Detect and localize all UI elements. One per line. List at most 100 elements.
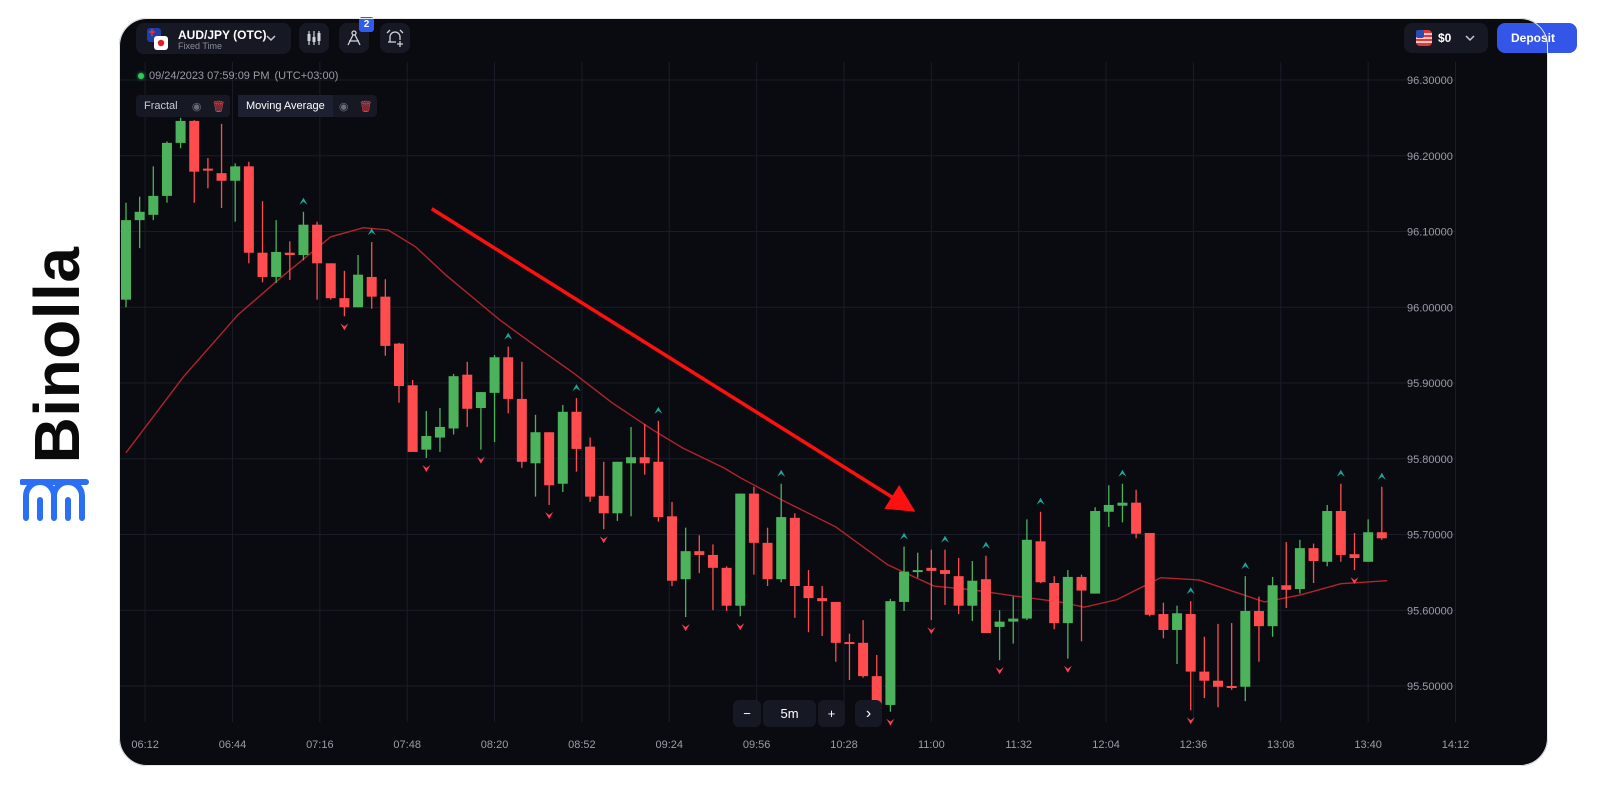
candle-bullish	[1267, 585, 1278, 627]
candle-bearish	[1144, 532, 1155, 615]
timeframe-selector[interactable]: 5m	[763, 700, 816, 727]
price-tick-label: 96.30000	[1407, 75, 1453, 87]
candle-bearish	[202, 168, 213, 171]
candle-bullish	[1008, 618, 1019, 622]
candle-bullish	[298, 224, 309, 255]
fractal-up-arrow-icon	[367, 228, 376, 236]
candle-bullish	[626, 457, 637, 464]
fractal-up-arrow-icon	[1036, 497, 1045, 505]
fractal-up-arrow-icon	[654, 406, 663, 414]
candles-icon	[307, 31, 321, 45]
candle-bullish	[175, 120, 186, 143]
scroll-to-latest-button[interactable]: ›	[855, 700, 882, 727]
timezone-text: (UTC+03:00)	[274, 70, 339, 82]
candle-bullish	[1090, 511, 1101, 594]
candle-bullish	[1294, 548, 1305, 590]
asset-selector[interactable]: AUD/JPY (OTC) Fixed Time	[136, 23, 291, 54]
eye-icon[interactable]: ◉	[338, 100, 349, 113]
candle-bullish	[134, 211, 145, 221]
chevron-down-icon	[266, 35, 276, 42]
time-tick-label: 11:32	[1005, 739, 1032, 751]
trash-icon[interactable]: 🗑︎	[358, 100, 373, 113]
time-tick-label: 14:12	[1442, 739, 1470, 751]
candle-bearish	[1035, 541, 1046, 583]
brand-logo-icon	[20, 479, 89, 521]
price-tick-label: 95.60000	[1407, 605, 1453, 617]
candle-bearish	[980, 579, 991, 633]
trash-icon[interactable]: 🗑︎	[211, 100, 226, 113]
candle-bearish	[394, 343, 404, 387]
indicator-chip-moving-average[interactable]: Moving Average ◉ 🗑︎	[238, 95, 377, 117]
zoom-out-button[interactable]: −	[733, 700, 761, 727]
price-alert-button[interactable]	[380, 23, 410, 53]
candle-bearish	[503, 357, 514, 399]
candle-bearish	[585, 446, 596, 497]
price-axis[interactable]: 96.30000 96.20000 96.10000 96.00000 95.90000…	[1407, 75, 1453, 693]
fractal-up-arrow-icon	[299, 197, 308, 205]
candle-bullish	[899, 571, 910, 602]
candle-bullish	[1240, 611, 1251, 687]
candle-bullish	[885, 601, 896, 705]
eye-icon[interactable]: ◉	[191, 100, 202, 113]
candle-bearish	[667, 516, 677, 581]
candle-bearish	[325, 263, 336, 299]
candle-bullish	[475, 392, 486, 408]
candle-bullish	[421, 436, 432, 450]
candle-bearish	[571, 411, 582, 449]
chart-type-button[interactable]	[299, 23, 329, 53]
alarm-add-icon	[386, 29, 404, 47]
candle-bullish	[1322, 511, 1333, 562]
candle-bearish	[1281, 585, 1292, 590]
price-tick-label: 95.70000	[1407, 530, 1453, 542]
candle-bearish	[803, 586, 814, 599]
candle-bullish	[735, 493, 746, 606]
aud-jpy-flag-icon	[147, 28, 168, 50]
time-tick-label: 08:52	[568, 739, 596, 751]
candle-bullish	[353, 274, 364, 308]
deposit-button[interactable]: Deposit	[1497, 23, 1577, 53]
candle-bearish	[1185, 614, 1196, 672]
candle-bearish	[817, 598, 828, 602]
time-tick-label: 09:56	[743, 739, 771, 751]
candle-bearish	[366, 276, 377, 297]
fractal-down-arrow-icon	[1063, 665, 1072, 673]
candle-bearish	[380, 296, 391, 346]
time-tick-label: 09:24	[656, 739, 684, 751]
candle-bearish	[516, 398, 527, 462]
candle-bearish	[216, 173, 227, 181]
balance-selector[interactable]: $0	[1404, 23, 1488, 53]
candle-bearish	[762, 542, 773, 580]
time-tick-label: 10:28	[830, 739, 858, 751]
candle-bearish	[1376, 532, 1387, 539]
candle-bearish	[284, 252, 295, 255]
fractal-up-arrow-icon	[504, 332, 513, 340]
candle-bearish	[858, 642, 869, 677]
candle-bearish	[721, 567, 732, 606]
fractal-down-arrow-icon	[340, 323, 349, 331]
fractal-up-arrow-icon	[981, 541, 990, 549]
candle-bearish	[1131, 502, 1142, 534]
candle-bearish	[844, 642, 855, 645]
fractal-down-arrow-icon	[681, 624, 690, 632]
indicator-chip-fractal[interactable]: Fractal ◉ 🗑︎	[136, 95, 230, 117]
candle-bearish	[189, 120, 200, 172]
candle-bullish	[148, 195, 159, 215]
time-axis[interactable]: 06:12 06:44 07:16 07:48 08:20 08:52 09:24 09:56…	[131, 739, 1469, 751]
indicator-label: Fractal	[144, 100, 178, 112]
time-tick-label: 06:12	[131, 739, 159, 751]
time-tick-label: 07:48	[393, 739, 421, 751]
candle-bullish	[1117, 502, 1128, 506]
zoom-in-button[interactable]: +	[818, 700, 845, 727]
candle-bullish	[967, 580, 978, 606]
candle-bearish	[926, 567, 937, 571]
candle-bearish	[1226, 686, 1237, 688]
fractal-up-arrow-icon	[572, 384, 581, 392]
fractal-up-arrow-icon	[1377, 472, 1386, 480]
candle-bullish	[1062, 576, 1073, 624]
price-tick-label: 95.90000	[1407, 378, 1453, 390]
candle-bearish	[598, 495, 609, 514]
candle-bearish	[407, 385, 418, 452]
time-tick-label: 12:36	[1180, 739, 1208, 751]
fractals-layer	[176, 103, 1386, 726]
